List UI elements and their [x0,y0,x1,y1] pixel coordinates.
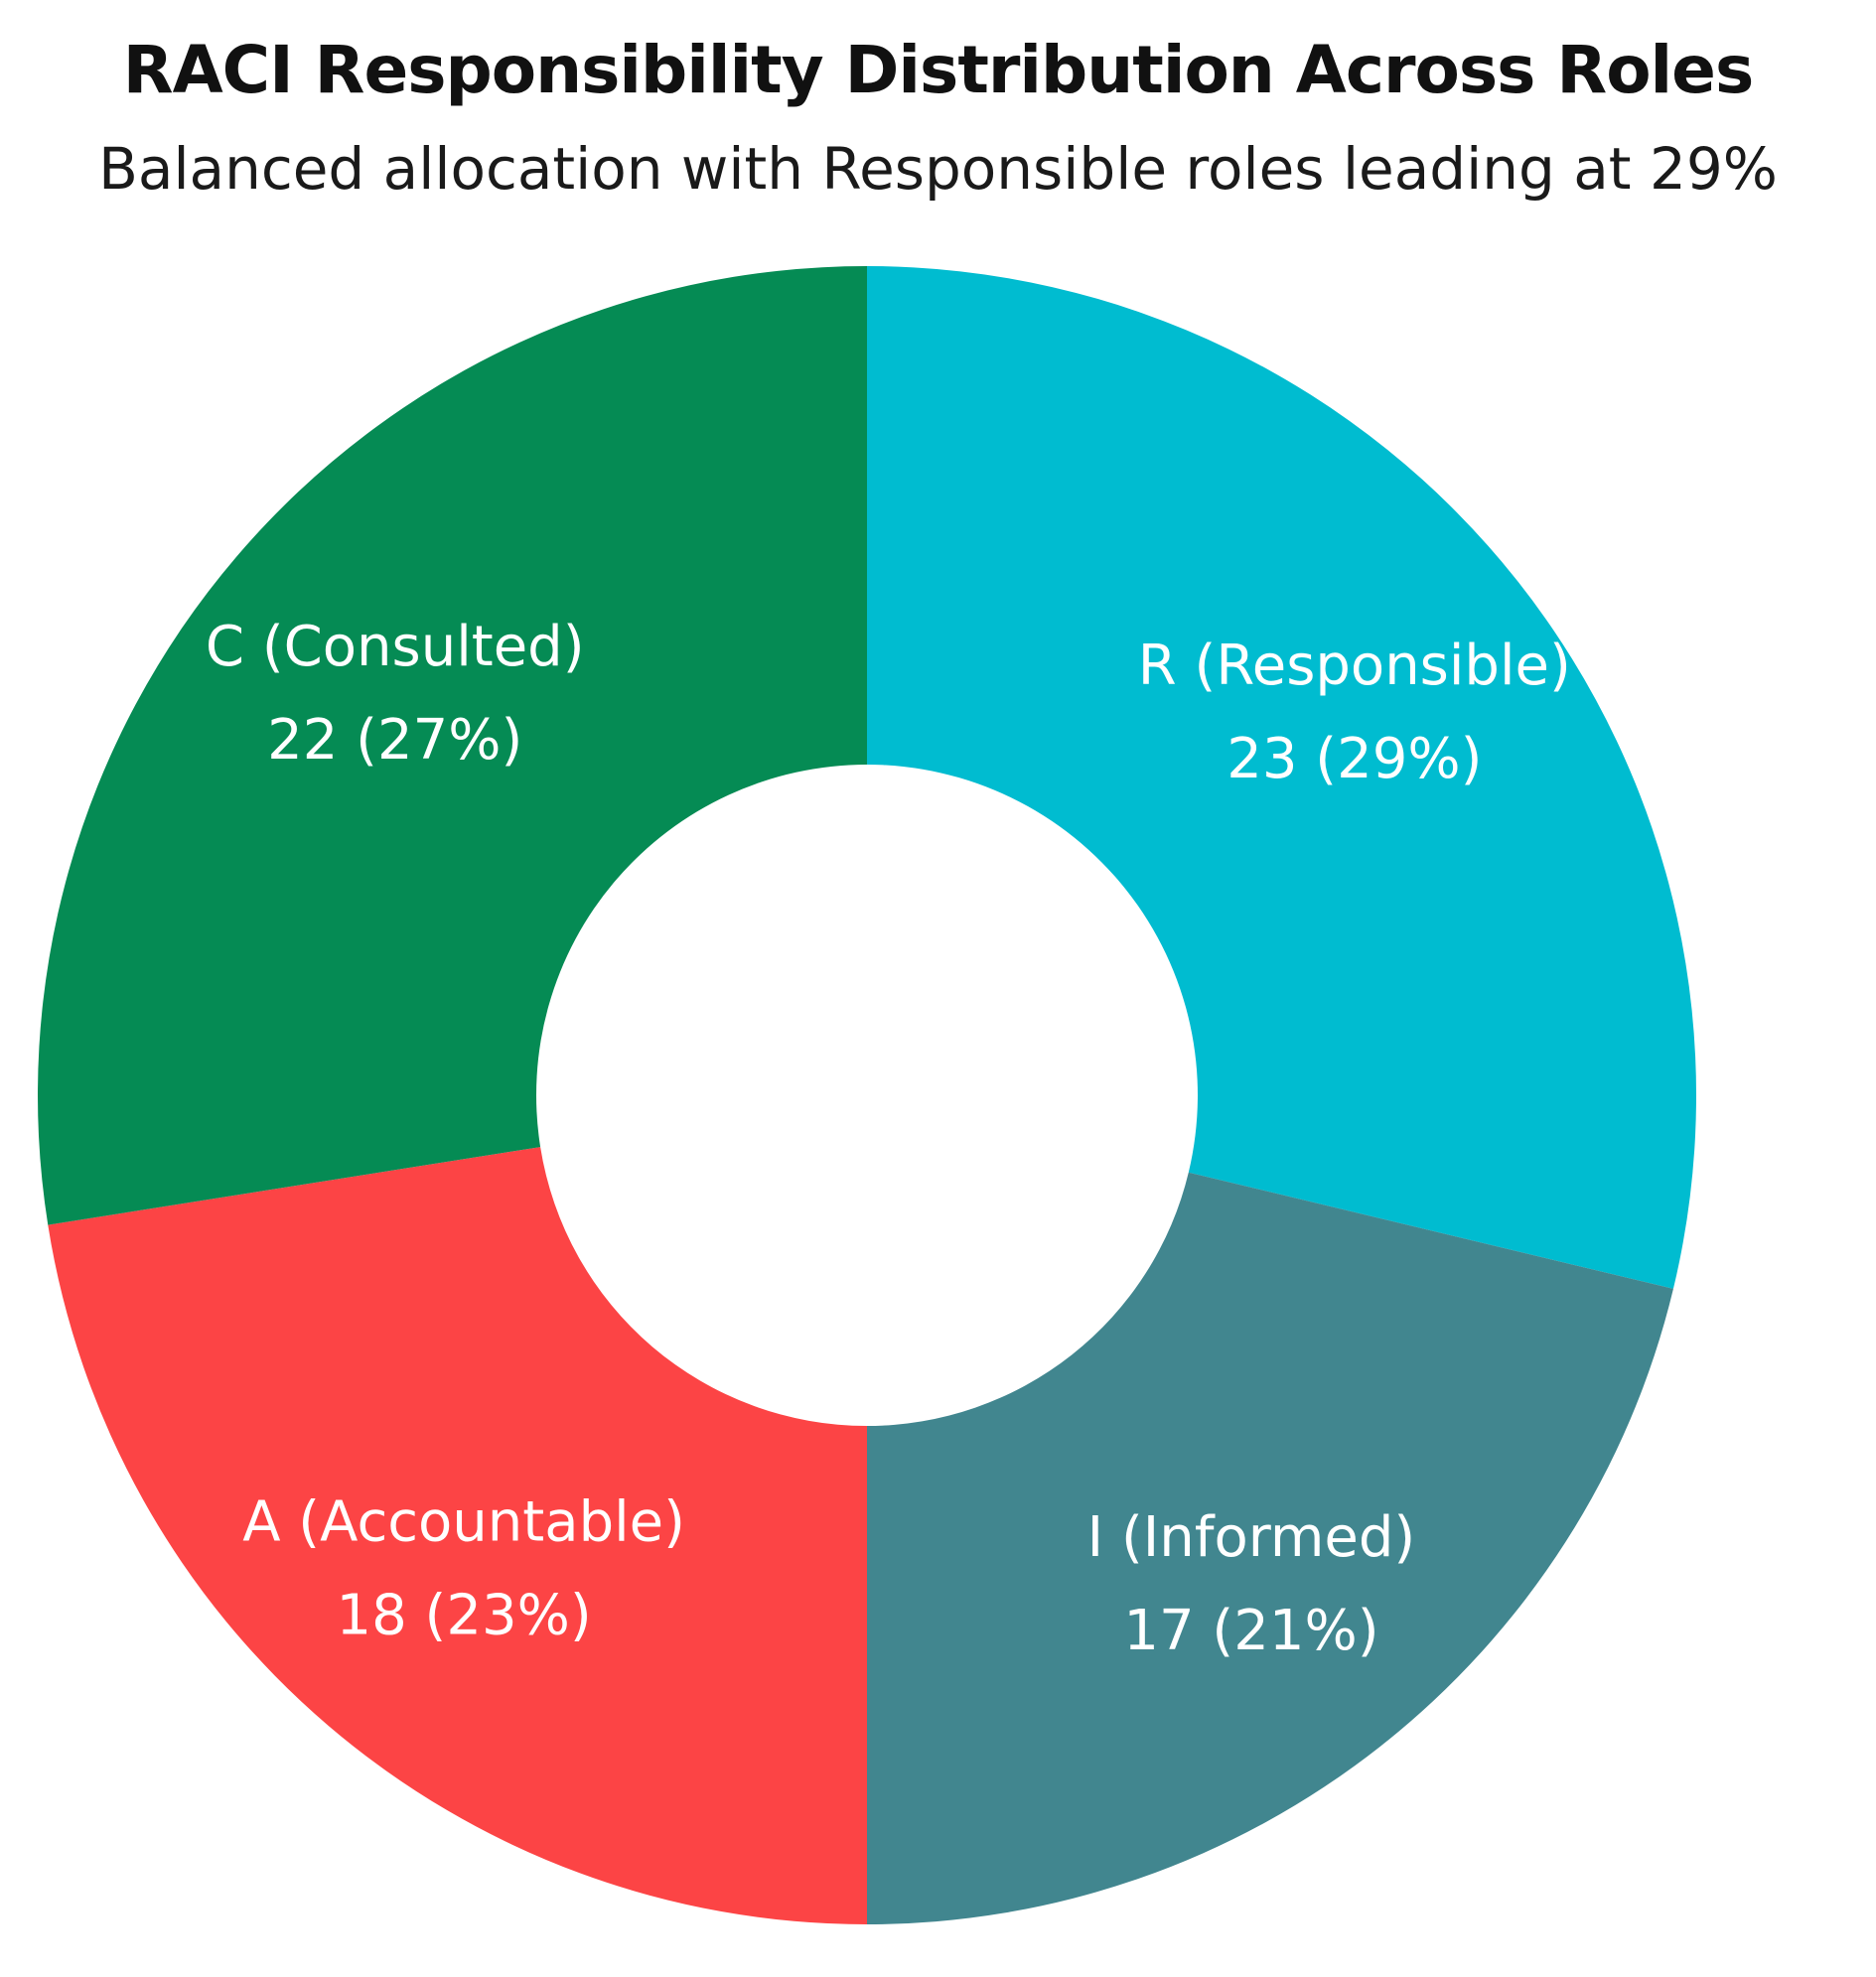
slice-i-informed [867,1172,1673,1924]
slice-a-accountable [48,1147,868,1924]
slice-value-i-informed: 17 (21%) [1123,1599,1378,1663]
slice-label-a-accountable: A (Accountable) [242,1489,685,1554]
chart-subtitle: Balanced allocation with Responsible rol… [98,135,1778,203]
slice-label-r-responsible: R (Responsible) [1138,634,1571,698]
slice-label-c-consulted: C (Consulted) [206,615,585,679]
donut-labels: R (Responsible) 23 (29%) I (Informed) 17 (2… [206,615,1571,1663]
slice-label-i-informed: I (Informed) [1087,1505,1416,1570]
slice-value-r-responsible: 23 (29%) [1227,727,1482,791]
slice-value-c-consulted: 22 (27%) [267,708,522,773]
chart-title: RACI Responsibility Distribution Across … [122,32,1754,108]
slice-r-responsible [867,266,1697,1289]
slice-value-a-accountable: 18 (23%) [336,1583,591,1647]
donut-slices [37,266,1697,1924]
slice-c-consulted [37,266,867,1225]
